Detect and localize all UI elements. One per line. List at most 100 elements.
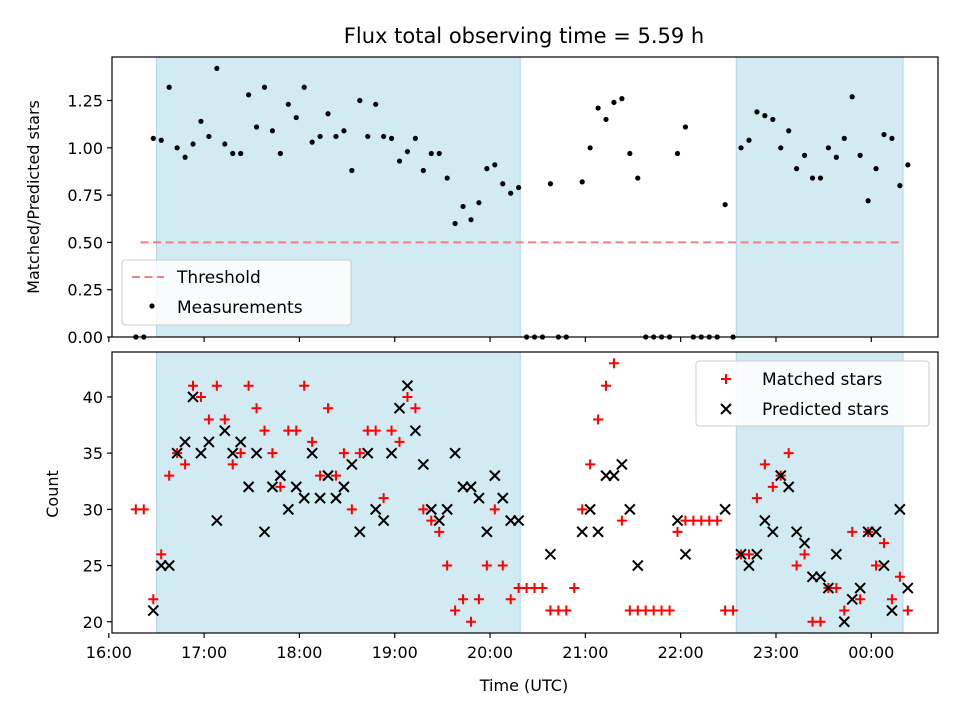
matched-stars-point	[354, 448, 365, 459]
matched-stars-point	[791, 560, 802, 571]
measurement-point	[285, 101, 291, 107]
measurement-point	[794, 166, 800, 172]
matched-stars-point	[855, 594, 866, 605]
predicted-stars-point	[417, 458, 430, 471]
y-tick-label: 1.25	[67, 92, 103, 111]
measurement-point	[476, 200, 482, 206]
chart-title: Flux total observing time = 5.59 h	[344, 24, 704, 48]
predicted-stars-point	[822, 582, 835, 594]
predicted-stars-point	[306, 447, 318, 459]
matched-stars-point	[585, 459, 596, 470]
matched-stars-point	[267, 448, 278, 459]
predicted-stars-point	[838, 616, 850, 628]
matched-stars-point	[601, 380, 612, 391]
measurement-point	[222, 141, 228, 147]
y-tick-label: 0.75	[67, 186, 103, 205]
measurement-point	[849, 94, 855, 100]
matched-stars-point	[259, 425, 270, 436]
measurement-point	[198, 118, 204, 124]
matched-stars-point	[219, 414, 230, 425]
predicted-stars-point	[489, 469, 501, 482]
matched-stars-point	[410, 403, 421, 414]
y-tick-label: 0.00	[67, 328, 103, 347]
measurement-point	[436, 150, 442, 157]
predicted-stars-point	[354, 526, 366, 538]
predicted-stars-point	[782, 481, 795, 493]
matched-stars-point	[291, 425, 302, 436]
y-tick-label: 20	[83, 613, 103, 632]
measurement-point	[809, 175, 816, 181]
measurement-point	[587, 145, 593, 151]
matched-stars-point	[878, 538, 889, 549]
measurement-point	[635, 175, 641, 181]
y-tick-label: 30	[83, 500, 103, 519]
measurement-point	[579, 179, 585, 185]
predicted-stars-point	[576, 526, 588, 538]
measurement-point	[682, 124, 689, 130]
predicted-stars-point	[902, 582, 914, 594]
measurement-point	[754, 109, 760, 115]
measurement-point	[627, 150, 633, 157]
predicted-stars-point	[266, 481, 279, 493]
measurement-point	[396, 158, 403, 164]
measurement-point	[873, 166, 879, 172]
matched-stars-point	[346, 504, 357, 515]
matched-stars-point	[442, 560, 453, 571]
measurement-point	[333, 133, 339, 140]
matched-stars-point	[497, 560, 508, 571]
matched-stars-point	[815, 616, 826, 627]
measurement-point	[158, 137, 164, 143]
measurement-point	[388, 135, 395, 141]
predicted-stars-point	[719, 503, 731, 516]
predicted-stars-point	[338, 481, 350, 493]
matched-stars-point	[426, 515, 437, 526]
measurement-point	[452, 220, 458, 227]
measurement-point	[349, 167, 355, 174]
measurement-point	[174, 145, 180, 151]
matched-stars-point	[608, 358, 619, 369]
matched-stars-point	[593, 414, 604, 425]
predicted-stars-point	[362, 447, 374, 459]
top-y-axis-label: Matched/Predicted stars	[24, 100, 43, 294]
x-tick-label: 23:00	[753, 643, 799, 662]
predicted-stars-point	[894, 503, 906, 516]
predicted-stars-point	[886, 604, 898, 617]
measurement-point	[301, 84, 307, 90]
measurement-point	[460, 203, 466, 210]
measurement-point	[309, 139, 315, 145]
matched-stars-point	[450, 605, 461, 616]
predicted-stars-point	[679, 548, 692, 561]
x-tick-label: 20:00	[467, 643, 513, 662]
matched-stars-point	[323, 403, 334, 414]
measurement-point	[762, 113, 768, 119]
measurement-point	[674, 150, 681, 157]
predicted-stars-point	[227, 447, 239, 459]
matched-stars-point	[434, 526, 445, 537]
predicted-stars-point	[242, 481, 255, 493]
measurement-point	[786, 128, 792, 134]
predicted-stars-point	[790, 526, 803, 538]
measurement-point	[253, 124, 260, 130]
predicted-stars-point	[854, 582, 866, 594]
predicted-stars-point	[671, 514, 684, 527]
matched-stars-point	[394, 436, 405, 447]
measurement-point	[381, 133, 387, 140]
measurement-point	[190, 141, 196, 147]
predicted-stars-point	[759, 514, 771, 527]
predicted-stars-point	[377, 514, 390, 527]
legend-matched-swatch	[721, 374, 731, 384]
axes-frame	[111, 56, 939, 338]
measurement-point	[444, 175, 450, 181]
measurement-point	[246, 92, 252, 98]
matched-stars-point	[195, 391, 206, 402]
predicted-stars-point	[584, 503, 596, 516]
matched-stars-point	[712, 515, 723, 526]
predicted-stars-point	[441, 503, 453, 516]
matched-stars-point	[338, 448, 349, 459]
measurement-point	[595, 105, 601, 111]
matched-stars-point	[894, 571, 905, 582]
matched-stars-point	[458, 594, 469, 605]
matched-stars-point	[783, 448, 794, 459]
legend-matched-label: Matched stars	[762, 370, 882, 390]
measurement-point	[778, 145, 784, 151]
